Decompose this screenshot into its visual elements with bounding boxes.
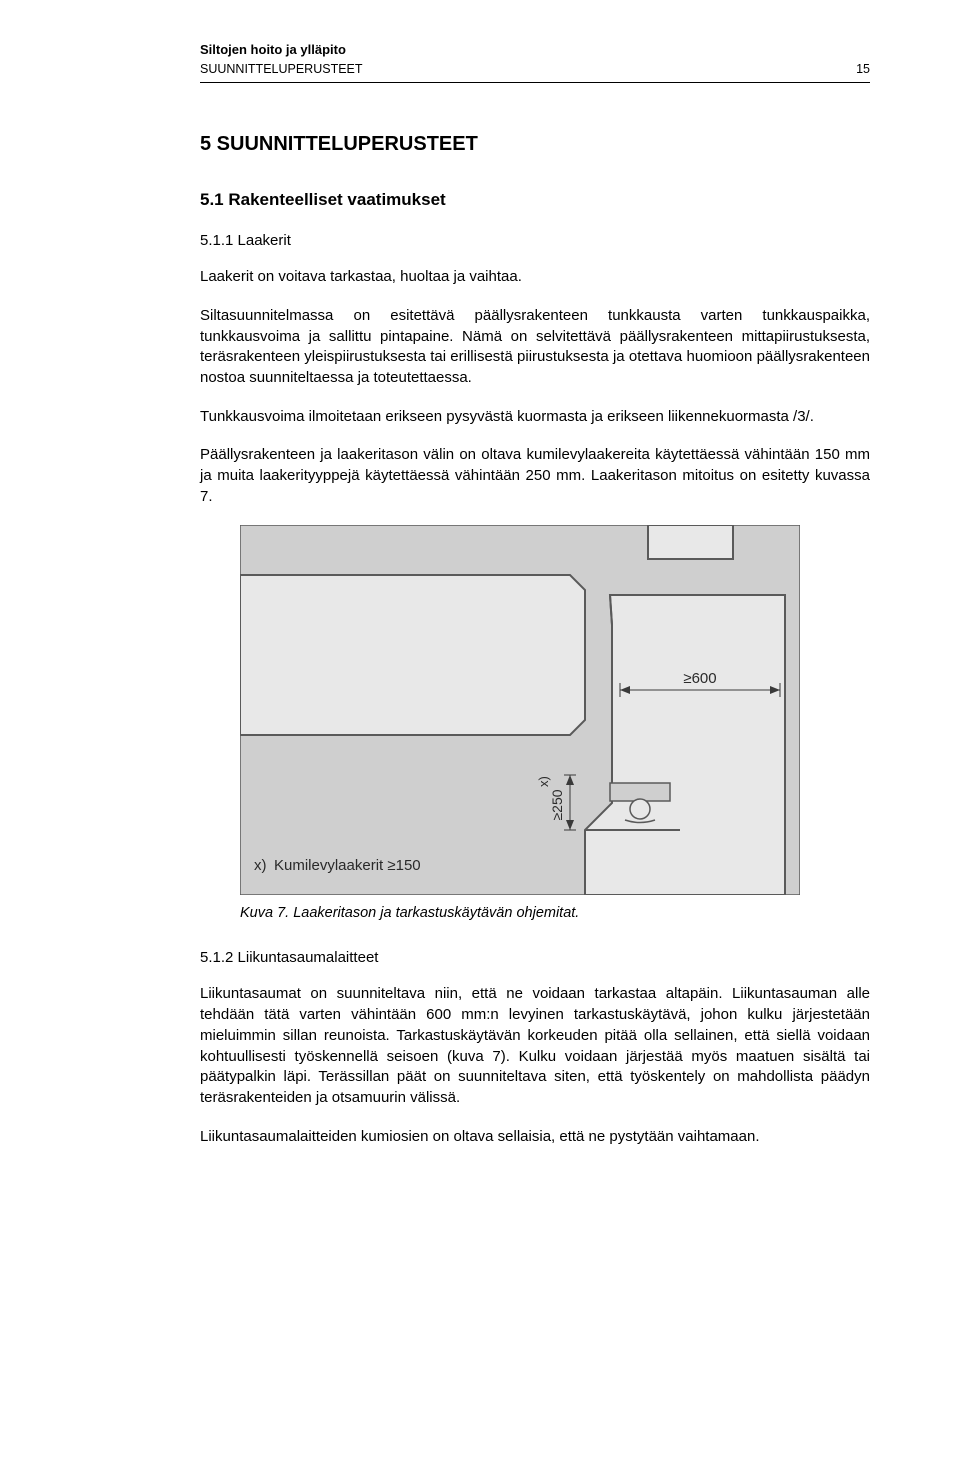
dim-x-label: x): [536, 777, 551, 788]
subsection-5-1-1: 5.1.1 Laakerit: [200, 232, 870, 249]
note-x: x): [254, 857, 267, 874]
paragraph: Tunkkausvoima ilmoitetaan erikseen pysyv…: [200, 407, 870, 428]
paragraph: Laakerit on voitava tarkastaa, huoltaa j…: [200, 267, 870, 288]
paragraph: Liikuntasaumalaitteiden kumiosien on olt…: [200, 1127, 870, 1148]
dim-250-label: ≥250: [549, 790, 565, 821]
header-title: Siltojen hoito ja ylläpito: [200, 40, 870, 60]
section-title: 5 SUUNNITTELUPERUSTEET: [200, 133, 870, 156]
diagram-svg: ≥600 ≥250 x) x) Kumilevylaakerit ≥150: [240, 525, 800, 895]
header-section: SUUNNITTELUPERUSTEET: [200, 60, 363, 79]
paragraph: Päällysrakenteen ja laakeritason välin o…: [200, 445, 870, 507]
paragraph: Siltasuunnitelmassa on esitettävä päälly…: [200, 306, 870, 389]
note-text: Kumilevylaakerit ≥150: [274, 857, 421, 874]
subsection-5-1: 5.1 Rakenteelliset vaatimukset: [200, 190, 870, 210]
figure-7-caption: Kuva 7. Laakeritason ja tarkastuskäytävä…: [240, 905, 870, 921]
paragraph: Liikuntasaumat on suunniteltava niin, et…: [200, 984, 870, 1108]
subsection-5-1-2: 5.1.2 Liikuntasaumalaitteet: [200, 949, 870, 966]
figure-7: ≥600 ≥250 x) x) Kumilevylaakerit ≥150: [240, 525, 870, 895]
dim-600-label: ≥600: [683, 670, 716, 687]
page-number: 15: [856, 60, 870, 79]
header-rule: [200, 82, 870, 83]
